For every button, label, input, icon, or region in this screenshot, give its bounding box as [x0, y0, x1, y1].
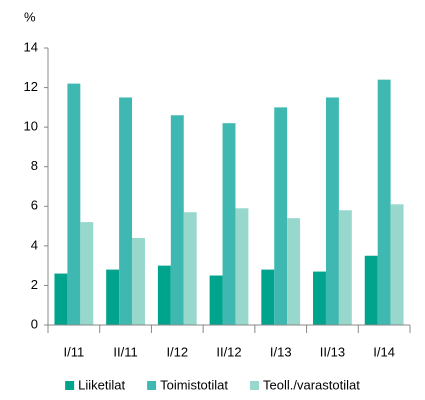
legend-label: Teoll./varastotilat	[263, 377, 360, 392]
y-tick-label: 8	[31, 158, 38, 173]
y-tick-label: 6	[31, 198, 38, 213]
bar	[274, 107, 288, 325]
x-tick-label: I/12	[166, 344, 188, 359]
bar	[377, 79, 391, 326]
x-tick-label: I/11	[63, 344, 84, 359]
bar	[338, 210, 352, 325]
bar	[325, 97, 339, 325]
x-tick-label: II/11	[113, 344, 137, 359]
y-axis-label: %	[24, 9, 36, 24]
y-tick-label: 2	[31, 277, 38, 292]
bar	[183, 212, 197, 325]
bar	[119, 97, 133, 325]
bar	[80, 222, 94, 325]
legend-swatch	[65, 381, 75, 390]
bar	[157, 265, 171, 325]
y-tick-label: 4	[31, 237, 38, 252]
bar	[209, 275, 223, 325]
x-tick-label: II/12	[216, 344, 241, 359]
bar	[132, 237, 145, 325]
y-tick-label: 0	[31, 316, 38, 331]
bar	[54, 273, 68, 325]
x-tick-label: I/14	[373, 344, 395, 359]
bar	[170, 115, 184, 326]
bar	[390, 204, 404, 325]
legend-label: Liiketilat	[78, 377, 125, 392]
bar	[235, 208, 249, 325]
x-tick-label: I/13	[270, 344, 292, 359]
bar	[364, 255, 378, 325]
legend-label: Toimistotilat	[160, 377, 228, 392]
bar	[313, 271, 326, 325]
bar	[67, 83, 81, 325]
legend-swatch	[147, 381, 157, 390]
y-tick-label: 12	[24, 79, 38, 94]
bar	[106, 269, 120, 325]
bar	[287, 218, 301, 325]
bar	[261, 269, 275, 325]
y-tick-label: 10	[24, 119, 38, 134]
x-tick-label: II/13	[320, 344, 345, 359]
bar	[222, 123, 236, 325]
legend-swatch	[250, 381, 260, 390]
y-tick-label: 14	[24, 39, 38, 54]
